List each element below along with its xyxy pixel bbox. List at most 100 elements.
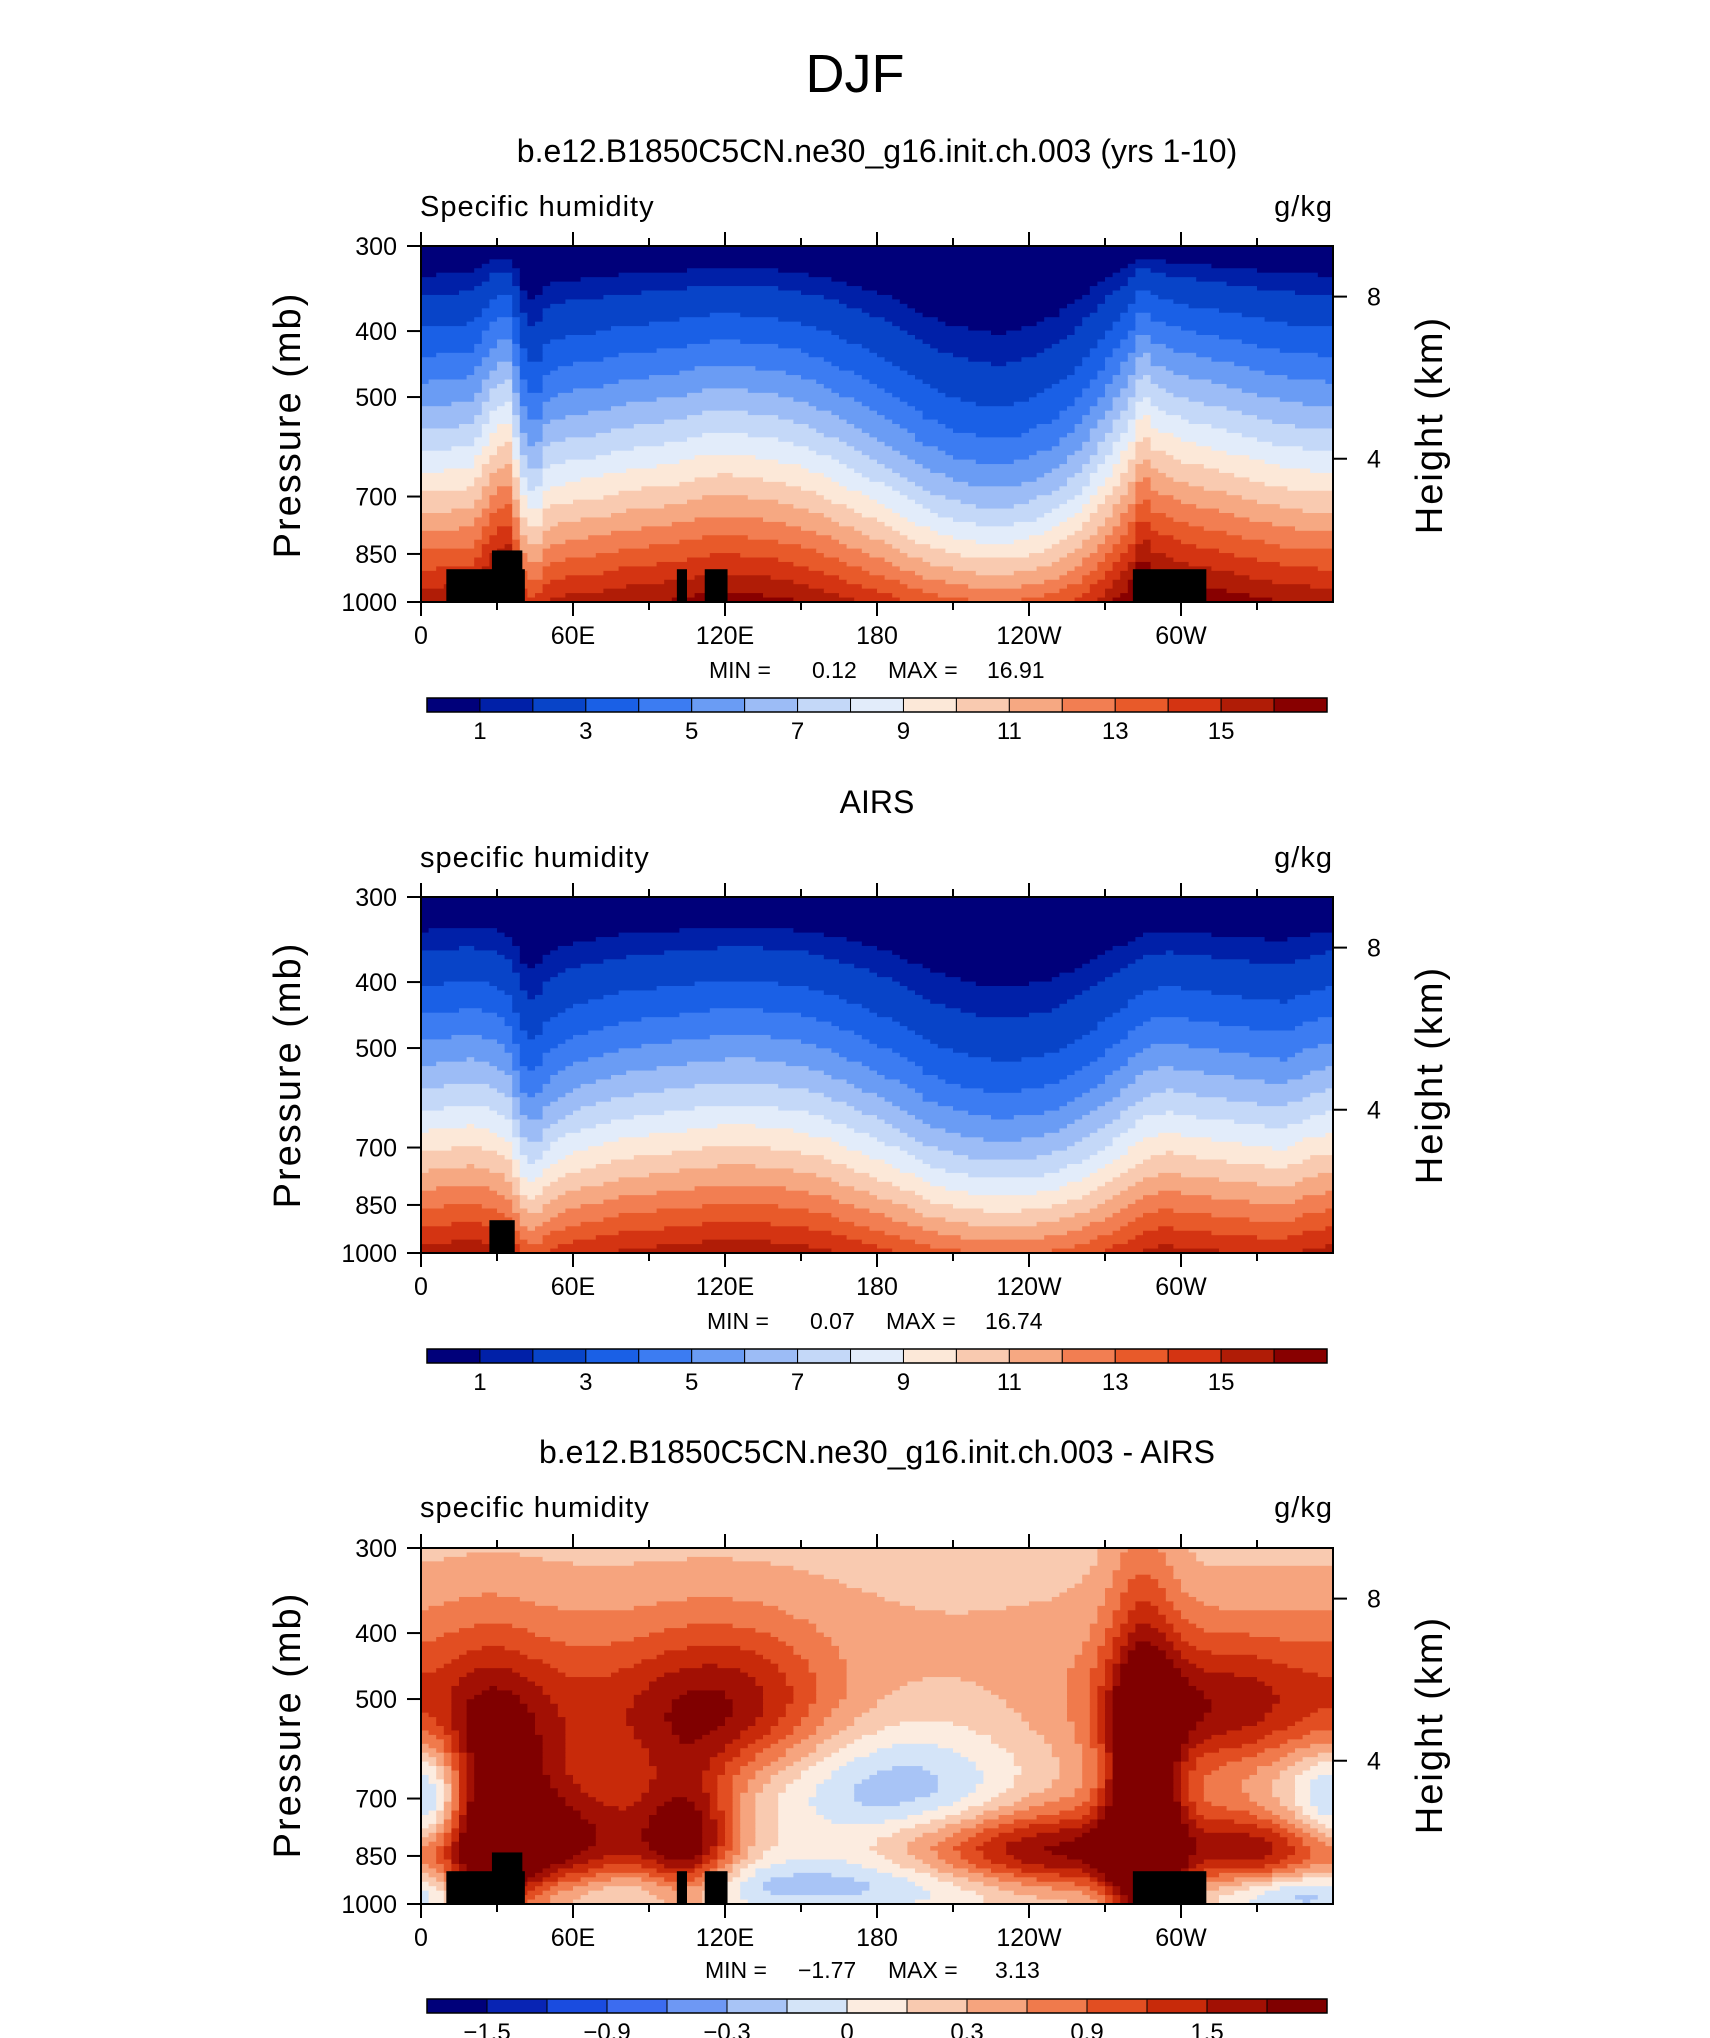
contour-cell bbox=[747, 1761, 772, 1767]
contour-cell bbox=[1165, 1110, 1174, 1116]
panel-title: b.e12.B1850C5CN.ne30_g16.init.ch.003 - A… bbox=[539, 1434, 1215, 1470]
contour-cell bbox=[519, 339, 551, 345]
contour-cell bbox=[595, 553, 711, 559]
contour-cell bbox=[1249, 477, 1334, 483]
contour-cell bbox=[778, 459, 840, 465]
contour-cell bbox=[854, 1221, 908, 1227]
contour-cell bbox=[922, 963, 1083, 969]
contour-cell bbox=[899, 397, 962, 403]
contour-cell bbox=[785, 1766, 810, 1772]
contour-cell bbox=[1188, 1659, 1273, 1665]
contour-cell bbox=[527, 1137, 544, 1143]
contour-cell bbox=[497, 450, 513, 456]
contour-cell bbox=[1249, 1792, 1273, 1798]
contour-cell bbox=[428, 1774, 437, 1780]
contour-cell bbox=[421, 1226, 498, 1232]
colorbar-swatch bbox=[1206, 1998, 1268, 2014]
contour-cell bbox=[603, 383, 825, 389]
contour-cell bbox=[1105, 1708, 1114, 1714]
contour-cell bbox=[907, 535, 954, 541]
contour-cell bbox=[542, 472, 604, 478]
contour-cell bbox=[702, 410, 749, 416]
contour-cell bbox=[1112, 1681, 1121, 1687]
contour-cell bbox=[519, 1221, 544, 1227]
contour-cell bbox=[1181, 1650, 1212, 1656]
contour-cell bbox=[664, 1628, 756, 1634]
contour-cell bbox=[1105, 277, 1129, 283]
contour-cell bbox=[1097, 1717, 1106, 1723]
contour-cell bbox=[542, 535, 589, 541]
contour-cell bbox=[1097, 1186, 1129, 1192]
contour-cell bbox=[512, 1128, 521, 1134]
contour-cell bbox=[1067, 1703, 1091, 1709]
contour-cell bbox=[907, 428, 954, 434]
contour-cell bbox=[580, 1895, 658, 1901]
contour-cell bbox=[421, 1552, 468, 1558]
contour-cell bbox=[991, 1837, 1022, 1843]
contour-cell bbox=[489, 517, 513, 523]
contour-cell bbox=[740, 1766, 764, 1772]
contour-cell bbox=[527, 406, 544, 412]
contour-cell bbox=[1325, 1841, 1334, 1847]
contour-cell bbox=[1310, 1792, 1334, 1798]
contour-cell bbox=[1325, 1244, 1334, 1250]
contour-cell bbox=[1249, 959, 1296, 965]
contour-cell bbox=[1135, 1199, 1250, 1205]
contour-cell bbox=[519, 290, 528, 296]
contour-cell bbox=[1127, 1614, 1167, 1620]
contour-cell bbox=[451, 1801, 460, 1807]
contour-cell bbox=[1264, 1748, 1296, 1754]
contour-cell bbox=[1127, 1221, 1334, 1227]
contour-cell bbox=[1317, 1806, 1334, 1812]
contour-cell bbox=[1211, 1137, 1304, 1143]
contour-cell bbox=[732, 1806, 741, 1812]
contour-cell bbox=[421, 1061, 437, 1067]
contour-cell bbox=[519, 294, 528, 300]
contour-cell bbox=[1006, 1850, 1053, 1856]
contour-cell bbox=[1105, 1886, 1114, 1892]
contour-cell bbox=[421, 388, 483, 394]
contour-cell bbox=[1181, 1788, 1190, 1794]
contour-cell bbox=[937, 1788, 977, 1794]
contour-cell bbox=[421, 1195, 506, 1201]
colorbar-swatch bbox=[906, 1998, 968, 2014]
contour-cell bbox=[839, 366, 901, 372]
contour-cell bbox=[755, 1815, 779, 1821]
contour-cell bbox=[1105, 1017, 1152, 1023]
contour-cell bbox=[573, 1003, 863, 1009]
contour-cell bbox=[512, 357, 521, 363]
contour-cell bbox=[1264, 1855, 1288, 1861]
contour-cell bbox=[618, 1048, 832, 1054]
contour-cell bbox=[975, 1766, 1022, 1772]
contour-cell bbox=[1021, 326, 1076, 332]
contour-cell bbox=[1105, 455, 1121, 461]
contour-cell bbox=[1264, 1123, 1288, 1129]
contour-cell bbox=[747, 1788, 764, 1794]
contour-cell bbox=[1127, 375, 1144, 381]
contour-cell bbox=[1051, 561, 1083, 567]
contour-cell bbox=[801, 526, 855, 532]
contour-cell bbox=[1082, 1137, 1114, 1143]
contour-cell bbox=[542, 317, 680, 323]
contour-cell bbox=[1203, 1859, 1281, 1865]
contour-cell bbox=[527, 570, 544, 576]
contour-cell bbox=[687, 1886, 711, 1892]
contour-cell bbox=[656, 1850, 703, 1856]
contour-cell bbox=[968, 1052, 1045, 1058]
contour-cell bbox=[573, 1088, 665, 1094]
contour-cell bbox=[839, 1217, 893, 1223]
contour-cell bbox=[1120, 455, 1136, 461]
y-tick-label: 1000 bbox=[341, 1240, 397, 1268]
topography-block bbox=[491, 1852, 523, 1904]
contour-cell bbox=[839, 1645, 1083, 1651]
contour-cell bbox=[421, 246, 1334, 252]
contour-cell bbox=[1279, 1859, 1304, 1865]
contour-cell bbox=[1295, 1832, 1311, 1838]
contour-cell bbox=[641, 1855, 665, 1861]
x-tick-label: 180 bbox=[856, 622, 898, 650]
contour-cell bbox=[1158, 1645, 1174, 1651]
contour-cell bbox=[633, 1801, 665, 1807]
contour-cell bbox=[671, 1730, 711, 1736]
contour-cell bbox=[1097, 508, 1114, 514]
contour-cell bbox=[1105, 410, 1121, 416]
